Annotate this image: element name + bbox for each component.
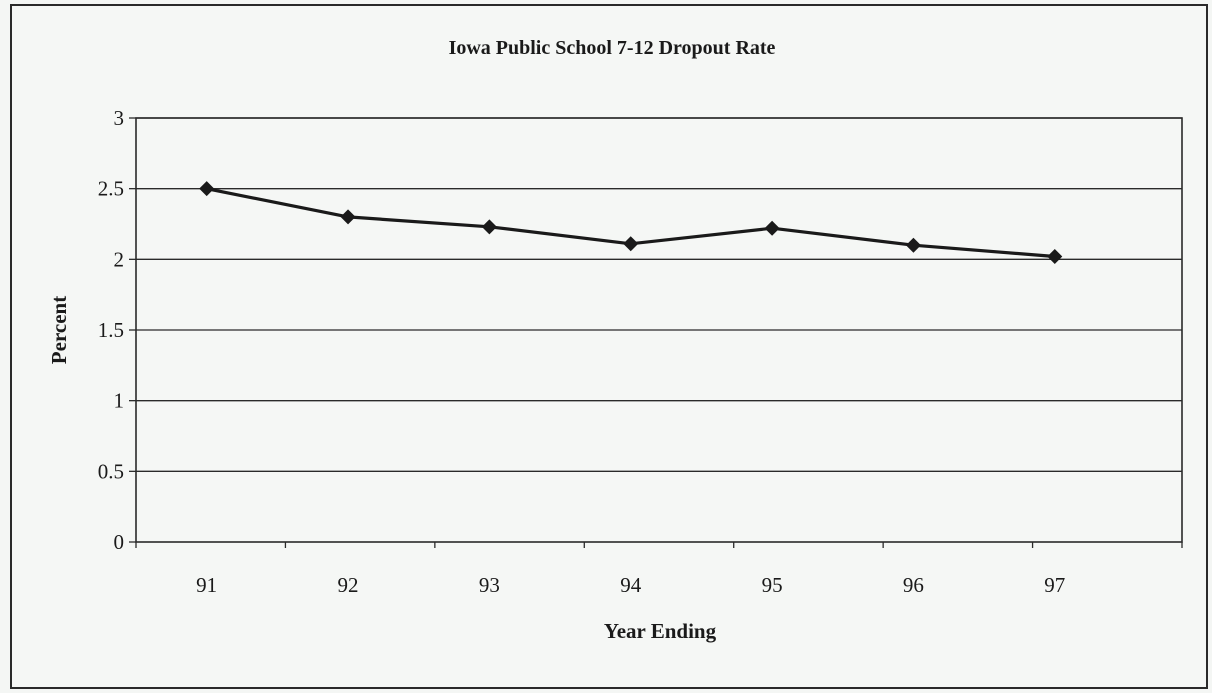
data-point	[906, 238, 921, 253]
data-point	[482, 219, 497, 234]
y-tick-label: 3	[114, 106, 125, 130]
tick-labels: 0 0.5 1 1.5 2 2.5 3 91 92 93 94 95 96 97	[98, 106, 1066, 597]
y-tick-label: 2.5	[98, 177, 124, 201]
x-tick-label: 92	[338, 573, 359, 597]
x-axis-label: Year Ending	[604, 619, 717, 643]
y-tick-label: 0	[114, 530, 125, 554]
x-tick-label: 91	[196, 573, 217, 597]
chart-title: Iowa Public School 7-12 Dropout Rate	[449, 37, 776, 59]
data-point	[1047, 249, 1062, 264]
axes	[129, 118, 1182, 548]
data-point	[341, 209, 356, 224]
y-axis-label: Percent	[47, 296, 71, 364]
x-tick-label: 97	[1044, 573, 1065, 597]
y-tick-label: 0.5	[98, 459, 124, 483]
y-tick-label: 1	[114, 389, 125, 413]
x-tick-label: 96	[903, 573, 924, 597]
x-tick-label: 94	[620, 573, 642, 597]
y-tick-label: 2	[114, 247, 125, 271]
data-series	[199, 181, 1062, 264]
grid-lines	[136, 118, 1182, 471]
x-tick-label: 95	[762, 573, 783, 597]
x-tick-label: 93	[479, 573, 500, 597]
data-point	[623, 236, 638, 251]
data-point	[199, 181, 214, 196]
y-tick-label: 1.5	[98, 318, 124, 342]
data-point	[765, 221, 780, 236]
